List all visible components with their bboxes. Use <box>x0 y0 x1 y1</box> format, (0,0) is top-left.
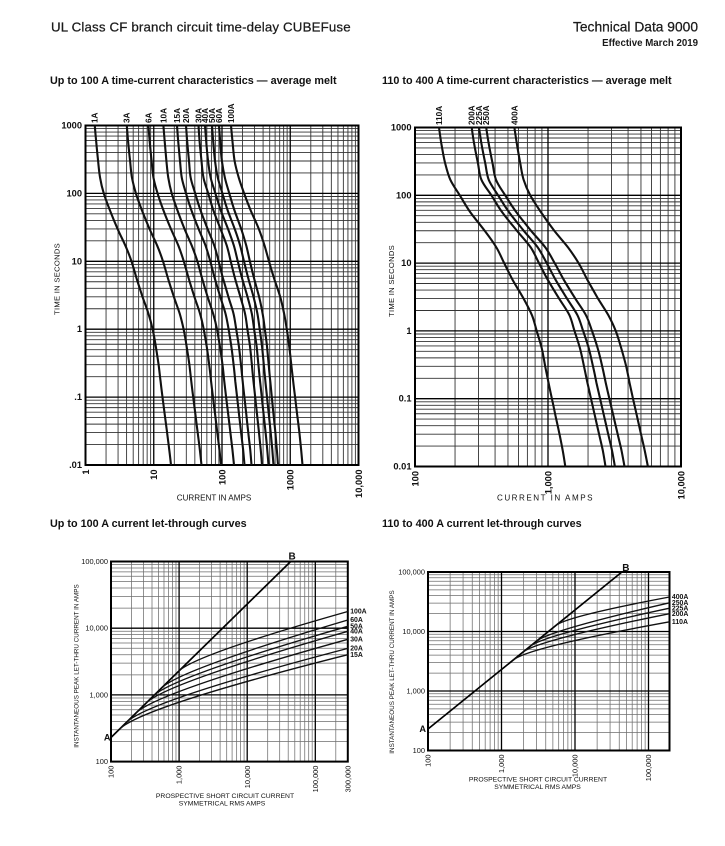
svg-text:100: 100 <box>413 746 425 755</box>
svg-text:A: A <box>104 733 111 743</box>
svg-text:40A: 40A <box>350 629 363 636</box>
svg-text:1: 1 <box>77 324 82 334</box>
svg-text:10A: 10A <box>159 108 168 123</box>
svg-text:10: 10 <box>401 258 411 268</box>
svg-text:1000: 1000 <box>61 120 82 130</box>
svg-text:1,000: 1,000 <box>90 690 109 699</box>
svg-text:SYMMETRICAL RMS AMPS: SYMMETRICAL RMS AMPS <box>494 784 581 791</box>
svg-text:Up to 100 A time-current chara: Up to 100 A time-current characteristics… <box>50 75 337 87</box>
svg-text:1,000: 1,000 <box>175 766 184 785</box>
svg-text:TIME IN SECONDS: TIME IN SECONDS <box>53 243 62 315</box>
svg-text:B: B <box>289 552 296 563</box>
svg-text:10,000: 10,000 <box>85 624 108 633</box>
svg-text:100,000: 100,000 <box>398 567 425 576</box>
svg-text:1A: 1A <box>91 112 100 123</box>
svg-text:30A: 30A <box>350 637 363 644</box>
svg-text:100: 100 <box>217 470 227 486</box>
svg-text:1,000: 1,000 <box>497 755 506 774</box>
svg-text:0.01: 0.01 <box>393 461 411 471</box>
svg-text:110 to 400 A current let-throu: 110 to 400 A current let-through curves <box>382 518 582 530</box>
svg-text:A: A <box>419 724 426 734</box>
svg-text:100: 100 <box>96 757 108 766</box>
svg-text:225A: 225A <box>475 105 484 125</box>
svg-text:200A: 200A <box>672 611 688 618</box>
svg-text:110A: 110A <box>435 106 444 125</box>
svg-text:TIME IN SECONDS: TIME IN SECONDS <box>387 245 396 317</box>
svg-text:Effective March 2019: Effective March 2019 <box>602 38 698 49</box>
svg-text:250A: 250A <box>482 105 491 125</box>
svg-text:CURRENT IN AMPS: CURRENT IN AMPS <box>497 494 594 503</box>
svg-text:10: 10 <box>72 256 82 266</box>
svg-text:20A: 20A <box>182 108 191 123</box>
svg-text:300,000: 300,000 <box>343 766 352 793</box>
svg-text:225A: 225A <box>672 605 688 612</box>
svg-text:400A: 400A <box>510 105 519 125</box>
svg-text:CURRENT IN AMPS: CURRENT IN AMPS <box>177 494 252 503</box>
svg-text:6A: 6A <box>144 112 153 123</box>
svg-text:100A: 100A <box>350 609 366 616</box>
svg-text:10: 10 <box>149 470 159 480</box>
svg-text:1000: 1000 <box>285 470 295 491</box>
svg-text:100,000: 100,000 <box>644 755 653 782</box>
svg-text:100,000: 100,000 <box>311 766 320 793</box>
svg-text:100A: 100A <box>227 103 236 123</box>
svg-text:15A: 15A <box>173 108 182 123</box>
svg-text:100,000: 100,000 <box>81 557 108 566</box>
svg-text:Up to 100 A current let-throug: Up to 100 A current let-through curves <box>50 518 247 530</box>
svg-text:15A: 15A <box>350 652 363 659</box>
svg-text:250A: 250A <box>672 600 688 607</box>
svg-text:10,000: 10,000 <box>676 471 686 499</box>
svg-text:10,000: 10,000 <box>243 766 252 789</box>
svg-text:1,000: 1,000 <box>407 686 426 695</box>
svg-text:INSTANTANEOUS PEAK LET-THRU CU: INSTANTANEOUS PEAK LET-THRU CURRENT IN A… <box>74 584 81 747</box>
svg-text:1,000: 1,000 <box>543 471 553 494</box>
svg-text:PROSPECTIVE SHORT CIRCUIT CURR: PROSPECTIVE SHORT CIRCUIT CURRENT <box>469 777 607 784</box>
svg-text:SYMMETRICAL RMS AMPS: SYMMETRICAL RMS AMPS <box>179 801 266 808</box>
svg-text:110A: 110A <box>672 619 688 626</box>
svg-text:0.1: 0.1 <box>399 394 412 404</box>
svg-text:100: 100 <box>107 766 116 778</box>
svg-text:INSTANTANEOUS PEAK LET-THRU CU: INSTANTANEOUS PEAK LET-THRU CURRENT IN A… <box>389 590 396 753</box>
svg-text:PROSPECTIVE SHORT CIRCUIT CURR: PROSPECTIVE SHORT CIRCUIT CURRENT <box>156 793 294 800</box>
svg-text:100: 100 <box>396 190 412 200</box>
svg-text:60A: 60A <box>215 108 224 123</box>
svg-text:100: 100 <box>66 188 82 198</box>
svg-text:B: B <box>622 563 629 574</box>
svg-text:.1: .1 <box>74 392 82 402</box>
svg-text:1: 1 <box>81 470 91 475</box>
svg-text:UL Class CF branch circuit tim: UL Class CF branch circuit time-delay CU… <box>51 20 351 35</box>
svg-text:10,000: 10,000 <box>354 470 364 498</box>
svg-text:1000: 1000 <box>391 122 412 132</box>
svg-text:10,000: 10,000 <box>402 627 425 636</box>
svg-text:Technical Data 9000: Technical Data 9000 <box>573 20 698 35</box>
svg-text:200A: 200A <box>468 105 477 125</box>
svg-text:40A: 40A <box>201 108 210 123</box>
svg-text:110 to 400 A time-current char: 110 to 400 A time-current characteristic… <box>382 75 672 87</box>
svg-text:400A: 400A <box>672 594 688 601</box>
svg-text:3A: 3A <box>123 112 132 123</box>
svg-text:100: 100 <box>410 471 420 487</box>
svg-text:100: 100 <box>424 755 433 767</box>
svg-text:30A: 30A <box>194 108 203 123</box>
svg-text:50A: 50A <box>208 108 217 123</box>
svg-text:10,000: 10,000 <box>571 755 580 778</box>
svg-text:1: 1 <box>406 326 411 336</box>
svg-text:60A: 60A <box>350 617 363 624</box>
svg-text:20A: 20A <box>350 646 363 653</box>
svg-text:.01: .01 <box>69 460 82 470</box>
svg-text:50A: 50A <box>350 624 363 631</box>
